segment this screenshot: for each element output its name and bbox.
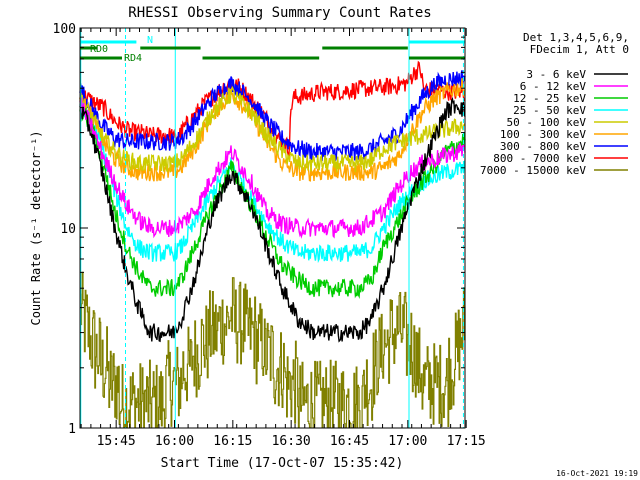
y-tick-label: 1	[68, 422, 76, 437]
series-line-25-50-keV	[79, 102, 466, 264]
series-line-12-25-keV	[79, 100, 466, 300]
x-tick-label: 17:00	[388, 434, 427, 449]
legend-entry-label: 12 - 25 keV	[513, 92, 586, 105]
annotation-label-rd4: RD4	[124, 53, 142, 64]
series-line-100-300-keV	[79, 78, 466, 182]
legend-entry-label: 50 - 100 keV	[507, 116, 587, 129]
series-line-50-100-keV	[79, 85, 466, 173]
y-tick-label: 10	[60, 222, 76, 237]
x-tick-label: 16:00	[155, 434, 194, 449]
series-line-6-12-keV	[79, 97, 466, 239]
legend-entry-label: 6 - 12 keV	[520, 80, 587, 93]
legend-entry-label: 7000 - 15000 keV	[480, 164, 586, 177]
legend-entry-label: 25 - 50 keV	[513, 104, 586, 117]
x-tick-label: 15:45	[97, 434, 136, 449]
chart-title: RHESSI Observing Summary Count Rates	[128, 5, 431, 21]
legend: Det 1,3,4,5,6,9, FDecim 1, Att 0 3 - 6 k…	[480, 31, 629, 177]
y-axis-label: Count Rate (s⁻¹ detector⁻¹)	[29, 130, 43, 325]
annotation-label-n: N	[147, 35, 153, 46]
legend-header-line-1: Det 1,3,4,5,6,9,	[523, 31, 629, 44]
series-line-7000-15000-keV	[80, 271, 466, 429]
x-tick-label: 17:15	[447, 434, 486, 449]
legend-entry-label: 300 - 800 keV	[500, 140, 586, 153]
x-tick-label: 16:45	[330, 434, 369, 449]
series-line-300-800-keV	[79, 70, 466, 161]
legend-entry-label: 800 - 7000 keV	[493, 152, 586, 165]
legend-entry-label: 3 - 6 keV	[526, 68, 586, 81]
axes: 1 10 100 15:45 16:00 16:15 16:30 16:45 17:00 17:1…	[53, 22, 486, 449]
series-line-3-6-keV	[79, 96, 466, 343]
x-tick-label: 16:15	[213, 434, 252, 449]
legend-entry-label: 100 - 300 keV	[500, 128, 586, 141]
x-axis-label: Start Time (17-Oct-07 15:35:42)	[161, 456, 404, 471]
legend-header-line-2: FDecim 1, Att 0	[530, 43, 629, 56]
x-tick-label: 16:30	[272, 434, 311, 449]
generation-timestamp: 16-Oct-2021 19:19	[556, 469, 638, 478]
annotation-label-rd0: RD0	[90, 44, 108, 55]
y-tick-label: 100	[53, 22, 76, 37]
